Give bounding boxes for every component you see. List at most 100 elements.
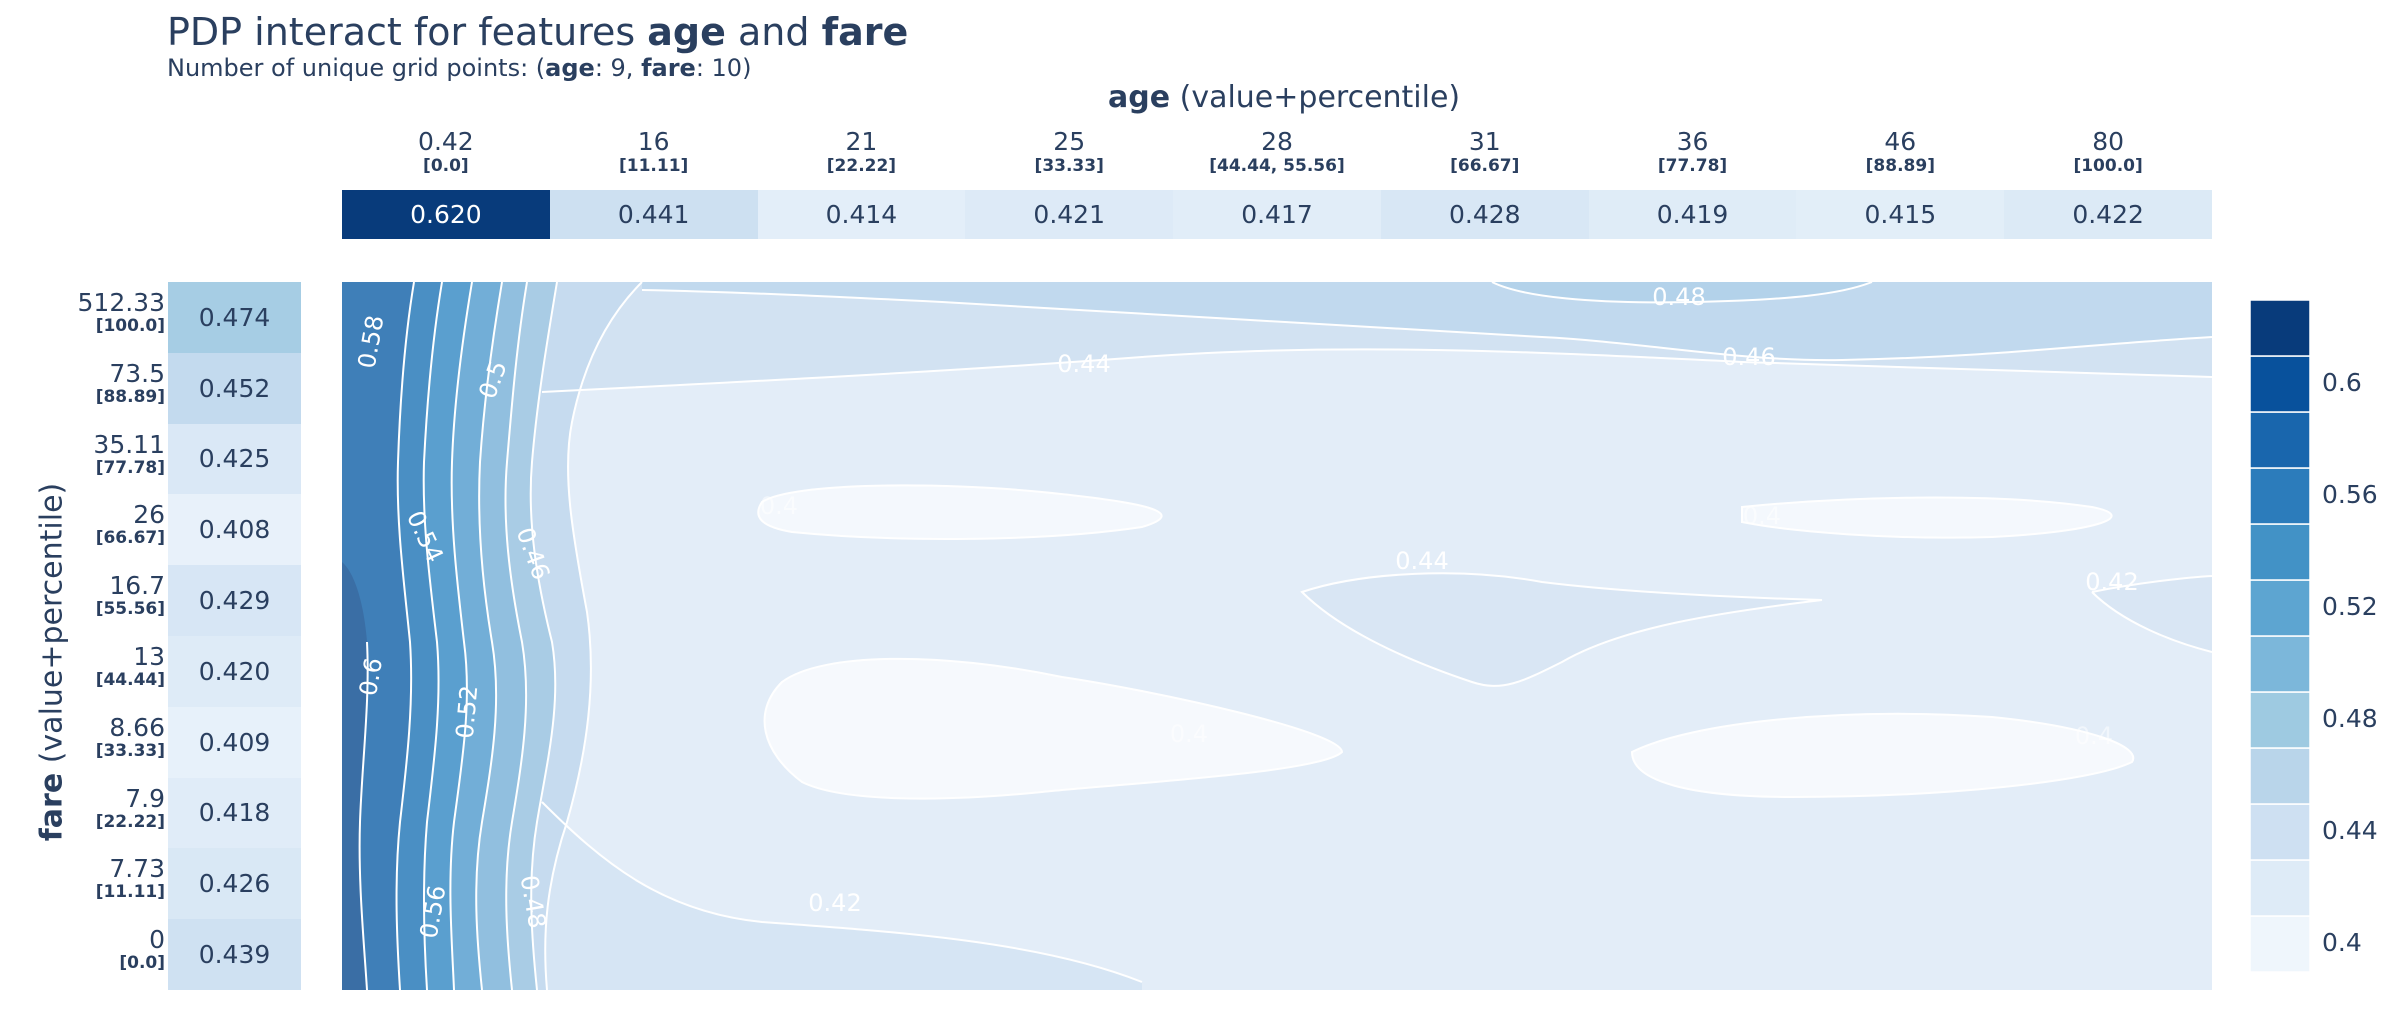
x-tick-label: 31 [66.67]	[1381, 127, 1589, 177]
colorbar-band	[2250, 747, 2311, 805]
colorbar-band	[2250, 691, 2311, 749]
top-strip-cell: 0.421	[965, 190, 1174, 239]
x-tick-label: 16 [11.11]	[550, 127, 758, 177]
contour-label: 0.4	[1743, 502, 1781, 530]
x-tick-label: 36 [77.78]	[1589, 127, 1797, 177]
x-tick-label: 25 [33.33]	[965, 127, 1173, 177]
x-tick-percentile: [33.33]	[1034, 156, 1104, 176]
y-tick-percentile: [55.56]	[95, 599, 165, 620]
y-tick-value: 0	[149, 925, 165, 955]
x-tick-percentile: [44.44, 55.56]	[1209, 156, 1345, 176]
y-tick-label: 35.11 [77.78]	[25, 431, 165, 478]
x-tick-label: 46 [88.89]	[1796, 127, 2004, 177]
x-tick-percentile: [22.22]	[826, 156, 897, 176]
contour-label: 0.42	[808, 889, 861, 917]
top-strip-cell: 0.620	[342, 190, 550, 239]
contour-band-042-e	[1302, 573, 1822, 686]
colorbar-band	[2250, 355, 2311, 413]
x-tick-value: 36	[1676, 127, 1709, 156]
colorbar-tick-label: 0.56	[2322, 480, 2378, 509]
x-tick-value: 21	[845, 127, 878, 156]
left-strip-cell: 0.429	[168, 565, 301, 636]
colorbar: 0.6 0.56 0.52 0.48 0.44 0.4	[2250, 300, 2378, 972]
top-strip-cell: 0.422	[2004, 190, 2212, 239]
x-tick-percentile: [77.78]	[1657, 156, 1728, 176]
x-tick-value: 0.42	[418, 127, 474, 156]
left-strip-cell: 0.426	[168, 848, 301, 920]
colorbar-band	[2250, 523, 2311, 581]
colorbar-band	[2250, 635, 2311, 693]
y-tick-percentile: [33.33]	[95, 740, 165, 761]
x-tick-label: 28 [44.44, 55.56]	[1173, 127, 1381, 177]
colorbar-tick-label: 0.48	[2322, 704, 2378, 733]
y-tick-percentile: [44.44]	[95, 670, 165, 690]
x-tick-label: 80 [100.0]	[2004, 127, 2212, 177]
y-tick-percentile: [66.67]	[95, 528, 165, 549]
contour-plot: 0.6 0.58 0.56 0.54 0.52 0.5 0.48 0.46 0.…	[342, 282, 2212, 990]
y-tick-label: 512.33 [100.0]	[25, 288, 165, 337]
left-strip-cell: 0.452	[168, 352, 301, 424]
top-strip-cell: 0.417	[1173, 190, 1381, 239]
contour-label: 0.4	[760, 492, 798, 520]
y-tick-value: 8.66	[109, 712, 165, 742]
contour-label: 0.6	[354, 656, 388, 698]
contour-label: 0.42	[2085, 568, 2138, 596]
contour-label: 0.46	[1722, 343, 1775, 371]
y-tick-value: 16.7	[109, 571, 165, 601]
contour-label: 0.44	[1057, 350, 1110, 378]
y-tick-value: 512.33	[77, 288, 165, 317]
colorbar-tick-label: 0.6	[2322, 368, 2362, 397]
colorbar-band	[2250, 300, 2311, 357]
y-tick-label: 7.73 [11.11]	[25, 856, 165, 903]
colorbar-band	[2250, 915, 2311, 972]
contour-band-040-c	[764, 658, 1342, 799]
contour-band-040-d	[1632, 713, 2134, 797]
x-tick-value: 46	[1884, 127, 1917, 156]
left-strip-cell: 0.409	[168, 706, 301, 778]
x-tick-value: 16	[637, 127, 670, 156]
y-tick-label: 13 [44.44]	[25, 642, 165, 691]
colorbar-band	[2250, 859, 2311, 917]
contour-lines	[358, 282, 2212, 990]
y-tick-percentile: [22.22]	[95, 811, 165, 832]
x-tick-value: 25	[1053, 127, 1086, 156]
y-tick-label: 73.5 [88.89]	[25, 360, 165, 407]
x-tick-value: 31	[1468, 127, 1501, 156]
colorbar-tick-label: 0.52	[2322, 592, 2378, 621]
contour-band-042-f	[2092, 576, 2212, 652]
colorbar-band	[2250, 803, 2311, 861]
y-tick-label: 16.7 [55.56]	[25, 571, 165, 620]
contour-band-044-bottom	[542, 802, 1142, 990]
y-tick-label: 7.9 [22.22]	[25, 785, 165, 832]
y-tick-label: 26 [66.67]	[25, 500, 165, 549]
left-strip-cell: 0.418	[168, 777, 301, 849]
x-tick-value: 80	[2092, 127, 2124, 156]
y-tick-label: 0 [0.0]	[25, 925, 165, 974]
top-strip-cell: 0.414	[757, 190, 966, 239]
top-strip-cell: 0.428	[1380, 190, 1589, 239]
x-tick-value: 28	[1261, 127, 1293, 156]
y-tick-percentile: [11.11]	[95, 882, 165, 903]
contour-label: 0.4	[1003, 719, 1041, 747]
top-strip-cell: 0.415	[1796, 190, 2005, 239]
colorbar-band	[2250, 467, 2311, 525]
chart-subtitle: Number of unique grid points: (age: 9, f…	[167, 54, 752, 82]
y-tick-label: 8.66 [33.33]	[25, 712, 165, 761]
left-strip-cell: 0.420	[168, 636, 301, 707]
contour-label: 0.44	[1395, 547, 1448, 575]
contour-band-048-top	[1492, 282, 1872, 303]
contour-band-046-top	[642, 282, 2212, 361]
x-tick-percentile: [0.0]	[423, 156, 469, 176]
contour-band-040-a	[758, 485, 1162, 539]
contour-label: 0.52	[451, 684, 484, 740]
left-strip-cell: 0.474	[168, 282, 301, 353]
x-tick-label: 0.42 [0.0]	[342, 127, 550, 177]
left-strip-cell: 0.439	[168, 919, 301, 990]
contour-label: 0.4	[2075, 722, 2113, 750]
x-tick-percentile: [100.0]	[2073, 156, 2143, 176]
left-strip-cell: 0.425	[168, 423, 301, 495]
y-tick-value: 13	[133, 642, 165, 671]
y-tick-value: 26	[133, 500, 165, 530]
contour-band-base	[342, 282, 2212, 990]
x-tick-percentile: [11.11]	[618, 156, 689, 176]
